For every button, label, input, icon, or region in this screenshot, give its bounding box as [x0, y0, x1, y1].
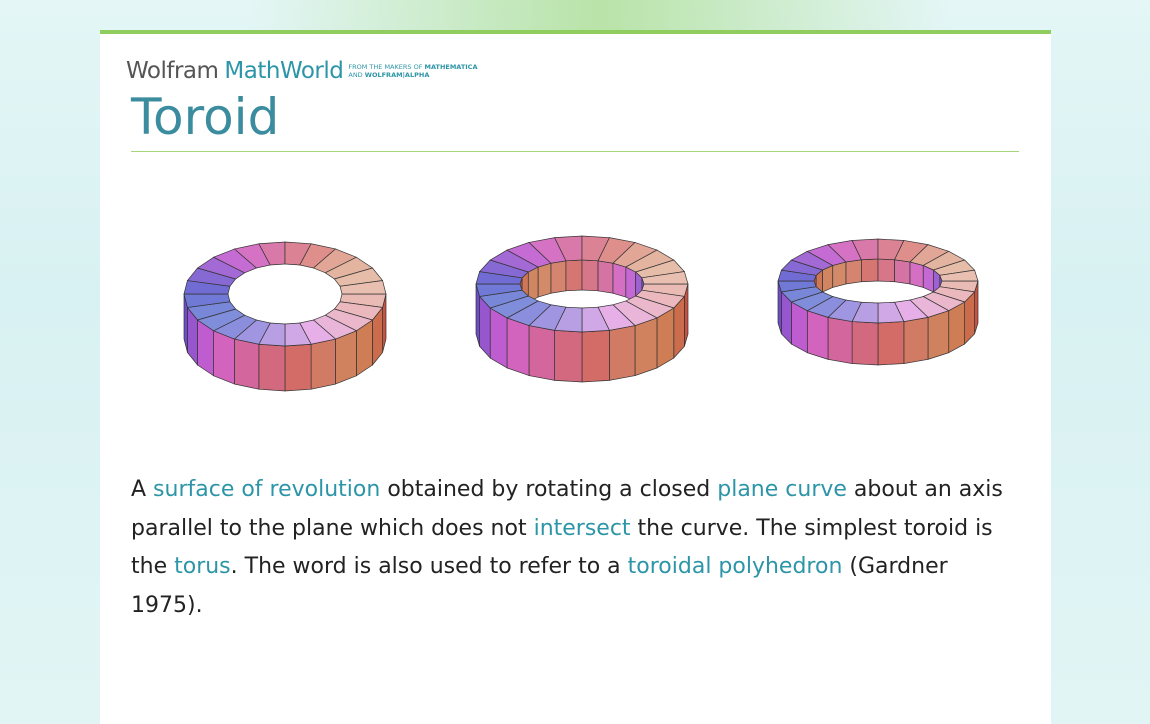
facet: [634, 317, 658, 377]
facet: [641, 271, 689, 285]
tagline: FROM THE MAKERS OF MATHEMATICA AND WOLFR…: [348, 63, 477, 79]
facet: [861, 258, 879, 283]
facet: [612, 262, 627, 298]
facet: [335, 330, 357, 385]
facet: [877, 258, 895, 283]
facet: [832, 261, 847, 288]
definition: A surface of revolution obtained by rota…: [131, 471, 1021, 625]
page-title: Toroid: [131, 88, 280, 146]
text: the curve. The simplest toroid is the: [131, 515, 993, 580]
link[interactable]: torus: [174, 554, 231, 579]
divider: [131, 151, 1019, 152]
facet: [213, 330, 235, 385]
tagline-text: AND: [348, 71, 363, 79]
text: . The word is also used to refer to a: [230, 554, 628, 579]
facet: [565, 259, 583, 292]
tagline-text: MATHEMATICA: [424, 63, 478, 71]
logo[interactable]: Wolfram MathWorld FROM THE MAKERS OF MAT…: [126, 58, 478, 84]
text: A: [131, 477, 154, 502]
facet: [597, 260, 614, 294]
facet: [258, 343, 286, 392]
toroid-figures: [183, 235, 979, 392]
facet: [234, 338, 260, 390]
facet: [894, 259, 911, 285]
text: obtained by rotating a closed: [380, 477, 718, 502]
link[interactable]: intersect: [533, 515, 631, 541]
tagline-text: FROM THE MAKERS OF: [348, 63, 423, 71]
text: (Gardner 1975).: [131, 554, 948, 618]
facet: [581, 259, 599, 292]
facet: [550, 260, 567, 294]
product: MathWorld: [224, 58, 344, 84]
facet: [877, 321, 905, 366]
facet: [806, 310, 829, 360]
content-card: Wolfram MathWorld FROM THE MAKERS OF MAT…: [100, 30, 1051, 724]
facet: [537, 262, 552, 298]
link[interactable]: surface of revolution: [153, 477, 381, 502]
facet: [656, 307, 675, 369]
facet: [903, 316, 929, 364]
facet: [528, 325, 555, 381]
facet: [284, 343, 312, 392]
text: about an axis parallel to the plane whic…: [131, 477, 1003, 541]
facet: [310, 338, 336, 390]
tagline-text: WOLFRAM|ALPHA: [364, 71, 430, 79]
facet: [851, 321, 879, 366]
facet: [927, 310, 950, 360]
brand: Wolfram: [126, 58, 219, 84]
facet: [581, 329, 610, 383]
facet: [506, 317, 530, 377]
link[interactable]: plane curve: [717, 477, 847, 502]
facet: [909, 261, 924, 288]
facet: [827, 316, 853, 364]
facet: [609, 325, 636, 381]
facet: [939, 269, 979, 282]
facet: [845, 259, 862, 285]
facet: [489, 307, 508, 369]
link[interactable]: toroidal polyhedron: [627, 554, 843, 579]
facet: [554, 329, 583, 383]
facet: [339, 280, 387, 295]
